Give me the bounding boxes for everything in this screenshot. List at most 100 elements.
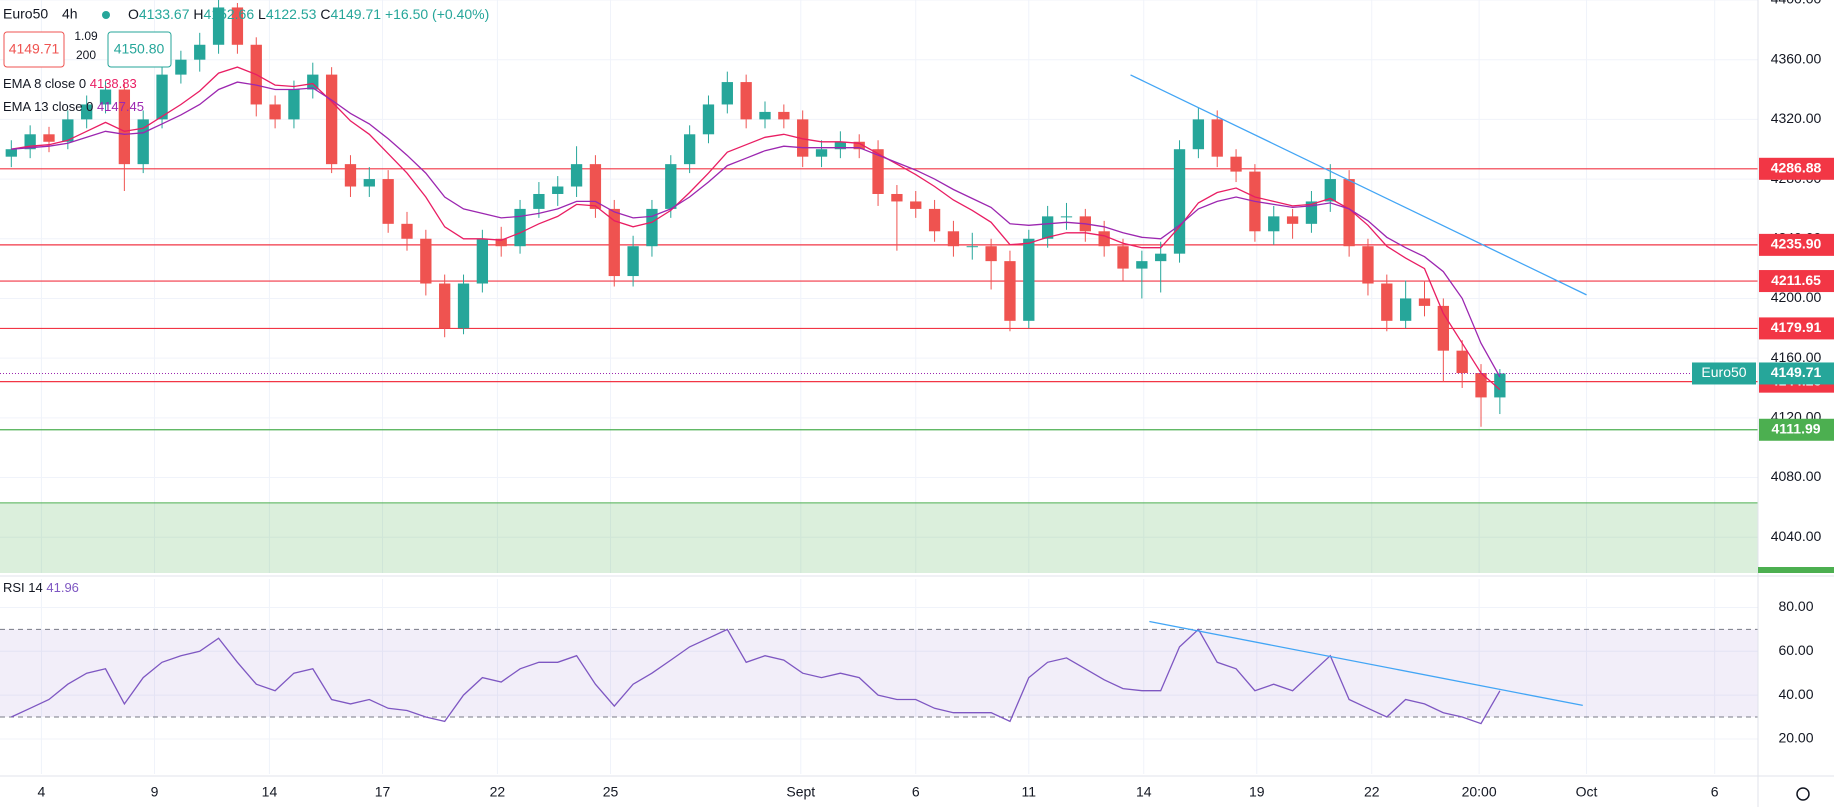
candle-body [1155,253,1167,262]
open-label: O [128,6,139,22]
candle-body [1437,305,1449,351]
ema8-value: 4138.83 [90,76,137,91]
candle-body [759,111,771,120]
candle-body [1418,298,1431,306]
candle-body [1023,238,1035,321]
level-label: 4286.88 [1771,159,1822,175]
candle-body [627,246,639,277]
candle-body [797,119,809,157]
sell-button[interactable] [3,31,65,68]
candle-body [156,74,168,120]
candle-body [778,111,790,120]
ema-line [11,81,1501,378]
open-value: 4133.67 [139,6,190,22]
level-tag [1759,233,1834,256]
candle-body [646,208,658,247]
candle-body [1268,216,1280,232]
level-label: 4235.90 [1771,236,1822,252]
candle-body [1324,179,1336,202]
candle-body [81,104,93,120]
settings-icon[interactable] [1796,787,1810,801]
candle-body [1060,216,1073,218]
x-tick-label: 25 [603,784,619,800]
x-tick-label: 22 [1364,784,1380,800]
interval[interactable]: 4h [62,6,78,22]
spread: 1.09 [74,29,98,43]
candle-body [1173,149,1186,254]
candle-body [1098,231,1110,247]
ohlc: O4133.67 H4152.66 L4122.53 C4149.71 +16.… [128,6,489,22]
rsi-tick-label: 60.00 [1778,642,1813,658]
rsi-legend[interactable]: RSI 14 41.96 [3,580,79,595]
candle-body [1286,216,1299,224]
candle-body [533,193,545,209]
rsi-name: RSI 14 [3,580,43,595]
sell-price: 4149.71 [9,41,60,57]
y-tick-label: 4400.00 [1771,0,1822,7]
symbol-tag [1692,362,1756,385]
candle-body [24,134,36,150]
candle-body [1117,246,1129,269]
candle-body [1381,283,1393,321]
ema13-value: 4147.45 [97,99,144,114]
candle-body [721,82,733,105]
candle-body [175,59,187,75]
x-tick-label: 20:00 [1462,784,1497,800]
candle-body [1004,261,1016,321]
candle-body [1399,298,1412,321]
candle-body [608,208,620,277]
candle-body [495,238,507,247]
candle-body [1494,373,1506,398]
candle-body [420,238,432,284]
rsi-band [0,629,1758,718]
candle-body [194,44,206,60]
ema8-name: EMA 8 close 0 [3,76,86,91]
candle-body [476,238,489,284]
price-tag [1759,362,1834,385]
high-value: 4152.66 [204,6,255,22]
x-tick-label: 11 [1022,784,1037,800]
symbol[interactable]: Euro50 [3,6,48,22]
candle-body [382,179,394,224]
ema8-legend[interactable]: EMA 8 close 0 4138.83 [3,76,137,91]
candle-body [1041,216,1054,239]
candle-body [1343,179,1355,247]
trendline [1130,74,1587,296]
candle-body [1211,119,1223,157]
x-tick-label: 4 [38,784,46,800]
change: +16.50 (+0.40%) [385,6,489,22]
x-tick-label: 14 [262,784,278,800]
low-label: L [258,6,266,22]
candle-body [891,193,903,202]
candle-body [1475,373,1487,398]
candle-body [966,246,978,248]
candle-body [401,223,413,239]
candle-body [570,164,583,187]
candle-body [344,164,357,187]
level-tag [1759,157,1834,180]
x-tick-label: 17 [375,784,391,800]
candle-body [910,201,922,209]
candle-body [985,246,997,262]
ema13-name: EMA 13 close 0 [3,99,93,114]
candle-body [99,89,112,105]
symbol-tag-label: Euro50 [1701,364,1746,380]
candle-body [62,119,74,142]
candle-body [1456,350,1468,374]
candle-body [702,104,715,135]
level-label: 4179.91 [1771,319,1822,335]
low-value: 4122.53 [266,6,317,22]
x-tick-label: Oct [1576,784,1598,800]
candle-body [288,89,300,120]
candle-body [947,231,960,247]
ema13-legend[interactable]: EMA 13 close 0 4147.45 [3,99,144,114]
candle-body [1230,156,1242,172]
candle-body [439,283,451,329]
level-label: 4211.65 [1771,272,1821,288]
quantity[interactable]: 200 [76,48,96,62]
candle-body [231,7,244,45]
buy-button[interactable] [107,31,172,68]
candle-body [363,179,375,187]
candle-body [118,89,131,165]
